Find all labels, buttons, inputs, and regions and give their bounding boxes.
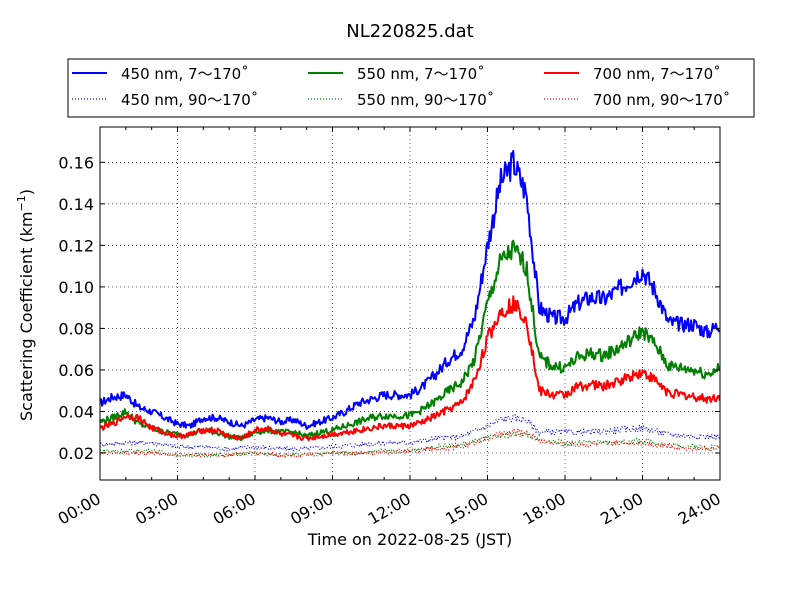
- y-tick-label: 0.16: [58, 153, 94, 172]
- legend-label: 550 nm, 7～170˚: [357, 65, 485, 83]
- series-lines: [100, 149, 720, 458]
- legend-label: 450 nm, 7～170˚: [121, 65, 249, 83]
- chart-title: NL220825.dat: [346, 21, 473, 42]
- y-axis-label: Scattering Coefficient (km−1): [15, 189, 36, 421]
- legend-label: 450 nm, 90～170˚: [121, 91, 258, 109]
- series-line-0: [100, 149, 720, 430]
- y-tick-label: 0.10: [58, 278, 94, 297]
- y-tick-label: 0.02: [58, 444, 94, 463]
- y-tick-label: 0.08: [58, 319, 94, 338]
- y-tick-label: 0.06: [58, 361, 94, 380]
- y-axis-label-close: ): [17, 189, 36, 195]
- plot-frame: [99, 126, 721, 481]
- legend-box: [67, 58, 755, 118]
- y-tick-label: 0.04: [58, 402, 94, 421]
- legend: 450 nm, 7～170˚ 450 nm, 90～170˚ 550 nm, 7～1…: [72, 65, 730, 109]
- legend-label: 700 nm, 90～170˚: [593, 91, 730, 109]
- legend-label: 700 nm, 7～170˚: [593, 65, 721, 83]
- y-tick-labels: 0.02 0.04 0.06 0.08 0.10 0.12 0.14 0.16: [58, 153, 94, 463]
- series-line-4: [100, 295, 720, 442]
- y-tick-label: 0.12: [58, 236, 94, 255]
- y-axis-label-main: Scattering Coefficient (km: [17, 211, 36, 421]
- y-axis-label-exponent: −1: [15, 195, 28, 211]
- y-tick-label: 0.14: [58, 195, 94, 214]
- x-axis-label: Time on 2022-08-25 (JST): [307, 530, 512, 549]
- legend-label: 550 nm, 90～170˚: [357, 91, 494, 109]
